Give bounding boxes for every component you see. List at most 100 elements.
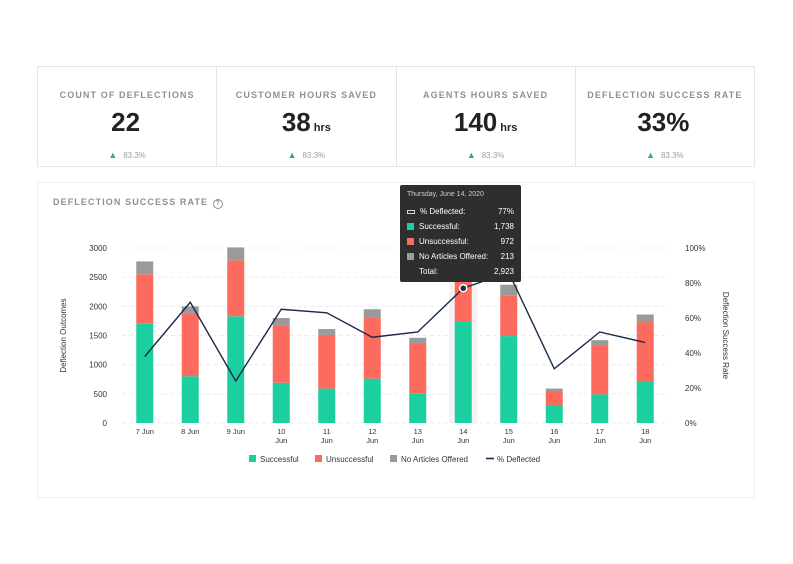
x-tick-label: Jun	[321, 436, 333, 445]
x-tick-label: Jun	[503, 436, 515, 445]
x-tick-label: Jun	[548, 436, 560, 445]
bar-no-articles	[409, 337, 427, 344]
y-tick-label: 0	[103, 419, 108, 428]
bar-no-articles	[500, 284, 518, 296]
bar-unsuccessful	[363, 317, 381, 379]
kpi-change: 83.3%	[660, 151, 684, 160]
bar-unsuccessful	[591, 346, 609, 395]
y2-tick-label: 40%	[685, 349, 701, 358]
y-axis-title: Deflection Outcomes	[59, 298, 68, 372]
x-tick-label: Jun	[457, 436, 469, 445]
legend-label: Unsuccessful	[326, 455, 374, 464]
legend-swatch	[315, 455, 322, 462]
tooltip-value: 213	[500, 252, 514, 261]
kpi-value: 38	[281, 107, 311, 137]
bar-successful	[363, 378, 381, 423]
bar-no-articles	[227, 247, 245, 261]
bar-successful	[591, 394, 609, 423]
bar-successful	[181, 376, 199, 423]
x-tick-label: 7 Jun	[136, 427, 154, 436]
bar-unsuccessful	[500, 295, 518, 337]
kpi-value: 140	[453, 107, 498, 137]
tooltip-row-total: Total: 2,923	[407, 264, 514, 279]
tooltip-label: Successful:	[419, 222, 460, 231]
tooltip-row-unsuccessful: Unsuccessful: 972	[407, 234, 514, 249]
bar-successful	[272, 382, 290, 423]
bar-no-articles	[272, 318, 290, 326]
tooltip-row-no-articles: No Articles Offered: 213	[407, 249, 514, 264]
tooltip-label: Total:	[419, 267, 439, 276]
x-tick-label: Jun	[275, 436, 287, 445]
tooltip-value: 77%	[497, 207, 514, 216]
kpi-value: 22	[111, 107, 141, 137]
y2-axis-title: Deflection Success Rate	[721, 292, 730, 380]
bar-unsuccessful	[409, 343, 427, 394]
x-tick-label: 12	[368, 427, 376, 436]
kpi-unit: hrs	[500, 122, 518, 134]
tooltip-date: Thursday, June 14, 2020	[407, 191, 484, 198]
bar-unsuccessful	[136, 274, 154, 324]
kpi-card-customer-hours[interactable]: CUSTOMER HOURS SAVED 38 hrs ▲ 83.3%	[217, 67, 397, 166]
y2-tick-label: 20%	[685, 384, 701, 393]
successful-swatch-icon	[407, 223, 414, 230]
kpi-card-count-deflections[interactable]: COUNT OF DEFLECTIONS 22 ▲ 83.3%	[38, 67, 218, 166]
x-tick-label: 11	[323, 427, 331, 436]
bar-unsuccessful	[181, 313, 199, 377]
bar-unsuccessful	[318, 334, 336, 389]
y-tick-label: 2500	[89, 273, 107, 282]
y2-tick-label: 60%	[685, 314, 701, 323]
x-tick-label: Jun	[412, 436, 424, 445]
line-point-highlight	[459, 284, 468, 293]
legend-label: No Articles Offered	[401, 455, 468, 464]
legend-swatch	[249, 455, 256, 462]
bar-unsuccessful	[636, 322, 654, 381]
bar-successful	[136, 323, 154, 423]
kpi-change: 83.3%	[481, 151, 505, 160]
legend-label: Successful	[260, 455, 299, 464]
bar-unsuccessful	[227, 260, 245, 317]
bar-successful	[318, 388, 336, 423]
y-tick-label: 1000	[89, 361, 107, 370]
x-tick-label: Jun	[639, 436, 651, 445]
bar-no-articles	[318, 329, 336, 335]
tooltip-row-deflected: % Deflected: 77%	[407, 204, 514, 219]
y-tick-label: 1500	[89, 332, 107, 341]
up-arrow-icon: ▲	[466, 150, 476, 160]
bar-successful	[636, 381, 654, 423]
bar-no-articles	[363, 309, 381, 318]
kpi-label: DEFLECTION SUCCESS RATE	[587, 90, 743, 100]
bar-no-articles	[591, 340, 609, 346]
tooltip-label: % Deflected:	[420, 207, 466, 216]
y2-tick-label: 80%	[685, 279, 701, 288]
tooltip-row-successful: Successful: 1,738	[407, 219, 514, 234]
y2-tick-label: 0%	[685, 419, 697, 428]
x-tick-label: 14	[459, 427, 467, 436]
x-tick-label: 10	[277, 427, 285, 436]
kpi-label: CUSTOMER HOURS SAVED	[235, 90, 377, 100]
legend-swatch	[390, 455, 397, 462]
line-deflected	[144, 271, 646, 383]
kpi-card-success-rate[interactable]: DEFLECTION SUCCESS RATE 33% ▲ 83.3%	[576, 67, 754, 166]
y-tick-label: 2000	[89, 302, 107, 311]
x-tick-label: 16	[550, 427, 558, 436]
tooltip-value: 1,738	[493, 222, 514, 231]
help-icon[interactable]: ?	[213, 199, 224, 209]
tooltip-label: Unsuccessful:	[419, 237, 469, 246]
tooltip-label: No Articles Offered:	[419, 252, 489, 261]
kpi-card-agents-hours[interactable]: AGENTS HOURS SAVED 140 hrs ▲ 83.3%	[397, 67, 576, 166]
chart-title: DEFLECTION SUCCESS RATE	[53, 197, 209, 207]
x-tick-label: 15	[505, 427, 513, 436]
chart-tooltip: Thursday, June 14, 2020 % Deflected: 77%…	[400, 185, 521, 282]
bar-no-articles	[545, 388, 563, 392]
kpi-unit: hrs	[313, 122, 331, 134]
x-tick-label: Jun	[366, 436, 378, 445]
x-tick-label: Jun	[594, 436, 606, 445]
x-tick-label: 18	[641, 427, 649, 436]
bar-successful	[545, 405, 563, 423]
kpi-change: 83.3%	[302, 151, 326, 160]
kpi-label: AGENTS HOURS SAVED	[423, 90, 549, 100]
bar-no-articles	[136, 261, 154, 275]
kpi-label: COUNT OF DEFLECTIONS	[59, 90, 195, 100]
y-tick-label: 3000	[89, 244, 107, 253]
